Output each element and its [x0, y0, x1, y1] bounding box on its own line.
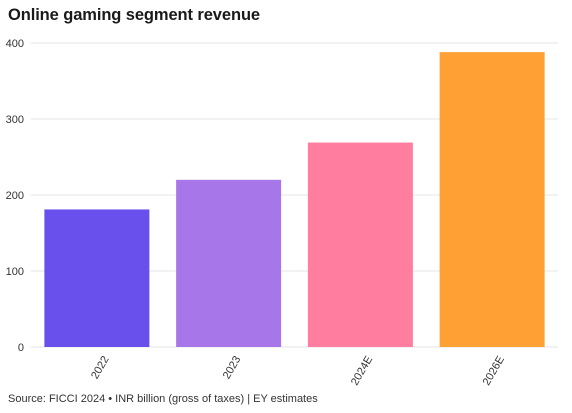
x-tick-label: 2022: [89, 354, 112, 381]
bar-2026e: [439, 52, 545, 348]
y-tick-label: 100: [6, 266, 24, 278]
x-tick-label: 2023: [221, 354, 244, 381]
y-tick-label: 200: [6, 190, 24, 202]
y-axis-ticks: 0 100 200 300 400: [6, 38, 24, 354]
bar-2022: [44, 209, 150, 347]
bar-2024e: [307, 142, 413, 347]
y-tick-label: 400: [6, 38, 24, 50]
bar-2023: [176, 179, 282, 347]
chart-title: Online gaming segment revenue: [8, 6, 260, 24]
bars: [44, 52, 545, 348]
x-axis-ticks: 2022 2023 2024E 2026E: [89, 354, 507, 388]
x-tick-label: 2026E: [481, 354, 507, 388]
source-footnote: Source: FICCI 2024 • INR billion (gross …: [8, 393, 318, 405]
x-tick-label: 2024E: [349, 354, 375, 388]
y-tick-label: 0: [18, 342, 24, 354]
y-tick-label: 300: [6, 114, 24, 126]
